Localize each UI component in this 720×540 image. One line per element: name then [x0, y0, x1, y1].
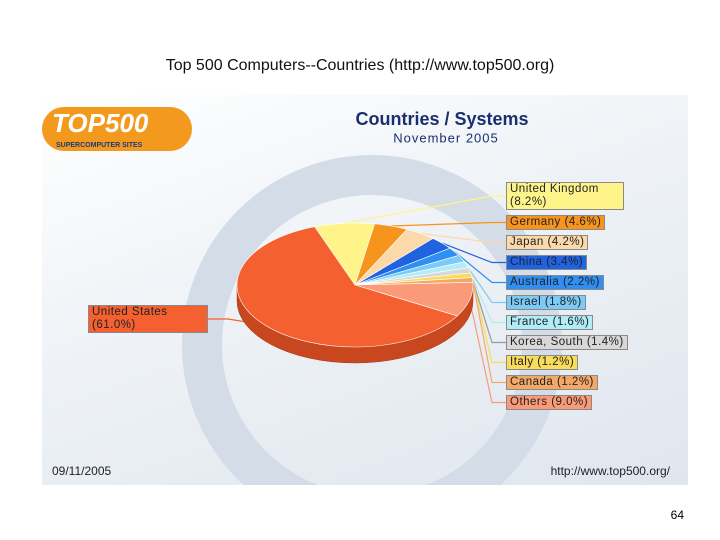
chart-title: Countries / Systems [355, 109, 528, 129]
value-label: (1.8%) [544, 296, 582, 308]
data-label: China (3.4%) [506, 255, 588, 270]
value-label: (2.2%) [562, 276, 600, 288]
slide-title: Top 500 Computers--Countries (http://www… [165, 57, 555, 74]
value-label: (9.0%) [551, 396, 589, 408]
value-label: (3.4%) [546, 256, 584, 268]
category-label: Italy [510, 356, 534, 368]
chart-subtitle: November 2005 [393, 130, 499, 145]
value-label: (1.2%) [557, 376, 594, 388]
category-label: United States [92, 306, 168, 318]
leader-line [441, 242, 506, 264]
category-label: Israel [510, 296, 542, 308]
logo: TOP500 [52, 108, 149, 138]
data-label: Korea, South (1.4%) [506, 335, 628, 350]
leader-line [470, 275, 506, 364]
logo-tagline: SUPERCOMPUTER SITES [56, 142, 143, 149]
leader-line [391, 221, 506, 227]
category-label: China [510, 256, 543, 268]
value-label: (4.6%) [564, 216, 602, 228]
data-label: United States (61.0%) [88, 305, 208, 333]
label-column: United Kingdom (8.2%) Germany (4.6%) Japan… [506, 182, 628, 410]
data-label: Canada (1.2%) [506, 375, 598, 390]
logo-badge [42, 107, 192, 151]
category-label: Australia [510, 276, 560, 288]
data-label: Italy (1.2%) [506, 355, 579, 370]
data-label: United Kingdom (8.2%) [506, 182, 624, 210]
category-label: Japan [510, 236, 544, 248]
data-label: Germany (4.6%) [506, 215, 606, 230]
value-label: (1.6%) [552, 316, 590, 328]
data-label: France (1.6%) [506, 315, 594, 330]
value-label: (8.2%) [510, 196, 547, 208]
category-label: Korea, South [510, 336, 584, 348]
chart-image: TOP500 SUPERCOMPUTER SITES Countries / S… [42, 95, 688, 485]
category-label: United Kingdom [510, 183, 599, 195]
leader-line [469, 270, 506, 344]
leader-line [461, 258, 506, 304]
date: 09/11/2005 [52, 464, 111, 478]
chart: TOP500 SUPERCOMPUTER SITES Countries / S… [42, 107, 671, 485]
data-label: Israel (1.8%) [506, 295, 586, 310]
page-number: 64 [670, 508, 684, 522]
leader-line [454, 251, 506, 284]
source: http://www.top500.org/ [551, 464, 671, 478]
leader-line [420, 232, 506, 244]
data-label: Japan (4.2%) [506, 235, 589, 250]
pie-slice [236, 226, 458, 348]
category-label: Canada [510, 376, 554, 388]
data-label: Australia (2.2%) [506, 275, 604, 290]
data-label: Others (9.0%) [506, 395, 593, 410]
value-label: (1.4%) [586, 336, 624, 348]
value-label: (61.0%) [92, 319, 136, 331]
value-label: (1.2%) [537, 356, 575, 368]
leader-line [469, 299, 506, 404]
category-label: Germany [510, 216, 561, 228]
value-label: (4.2%) [547, 236, 585, 248]
leader-line [344, 195, 506, 224]
category-label: France [510, 316, 549, 328]
category-label: Others [510, 396, 548, 408]
leader-line [465, 264, 506, 324]
leader-line [472, 279, 506, 384]
